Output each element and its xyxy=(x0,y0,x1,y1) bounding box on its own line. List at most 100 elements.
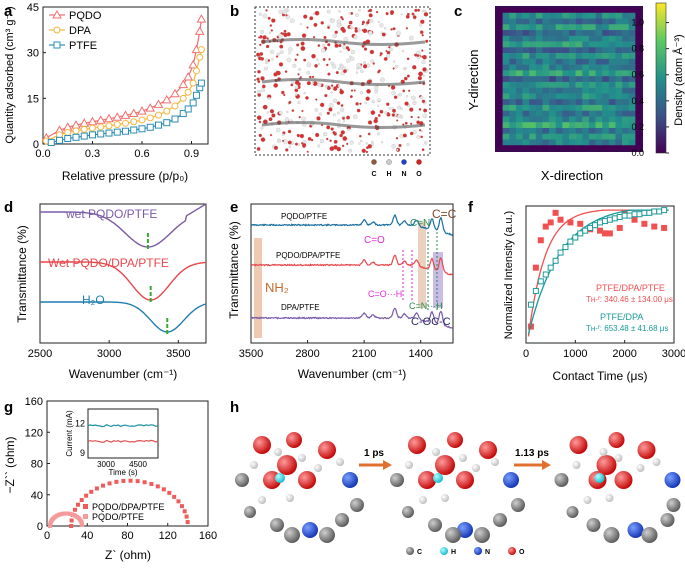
atom xyxy=(328,58,331,61)
atom xyxy=(267,16,271,20)
heatmap-cell xyxy=(509,70,517,77)
heatmap-cell xyxy=(569,116,576,123)
atom xyxy=(265,9,268,12)
atom xyxy=(291,109,295,112)
atom xyxy=(317,44,321,47)
heatmap-cell xyxy=(608,18,616,25)
heatmap-cell xyxy=(502,122,510,129)
atom xyxy=(323,35,327,40)
inset-y-tick-label: 9 xyxy=(80,448,85,458)
heatmap-cell xyxy=(549,116,557,123)
heatmap-cell xyxy=(575,47,583,54)
heatmap-cell xyxy=(595,99,603,106)
heatmap-cell xyxy=(562,76,570,83)
heatmap-cell xyxy=(542,116,550,123)
atom xyxy=(299,133,305,139)
atom xyxy=(627,522,644,538)
atom xyxy=(277,138,281,142)
heatmap-cell xyxy=(535,12,543,19)
atom xyxy=(391,107,394,110)
heatmap-cell xyxy=(502,139,510,146)
atom xyxy=(421,34,424,37)
heatmap-cell xyxy=(595,122,603,129)
data-point xyxy=(146,114,154,122)
heatmap-cell xyxy=(549,139,557,146)
atom xyxy=(410,122,413,125)
atom xyxy=(366,88,371,94)
data-point xyxy=(196,14,207,23)
heatmap-cell xyxy=(582,127,590,135)
atom xyxy=(355,102,359,106)
atom xyxy=(391,144,396,149)
data-point xyxy=(97,123,105,131)
atom xyxy=(641,527,658,543)
atom xyxy=(374,89,379,94)
heatmap-cell xyxy=(595,47,603,54)
atom xyxy=(419,96,424,100)
atom xyxy=(376,104,380,107)
data-point xyxy=(537,237,544,244)
heatmap-cell xyxy=(575,12,583,19)
panel-label-a: a xyxy=(4,3,13,20)
atom xyxy=(390,28,393,31)
atom xyxy=(271,57,274,61)
heatmap-cell xyxy=(635,47,643,54)
atom xyxy=(397,114,402,119)
heatmap-cell xyxy=(562,35,570,42)
data-point xyxy=(75,502,80,507)
atom xyxy=(319,102,325,108)
panel-h-snapshots: 1 ps 1.13 ps C H N O xyxy=(235,432,681,556)
panel-a-ylabel: Quantity adsorbed (cm³ g⁻¹) xyxy=(4,6,16,143)
legend-atom-c xyxy=(371,159,377,165)
legend-atom-label: N xyxy=(401,171,406,178)
heatmap-cell xyxy=(549,70,557,77)
colorbar-tick-label: 0.2 xyxy=(631,122,644,132)
atom xyxy=(302,522,318,538)
legend-marker xyxy=(53,26,61,34)
atom xyxy=(335,71,339,75)
heatmap-cell xyxy=(529,76,537,83)
heatmap-cell xyxy=(575,41,583,48)
legend-atom-label: N xyxy=(485,549,490,556)
heatmap-cell xyxy=(555,116,563,123)
heatmap-cell xyxy=(515,116,523,123)
heatmap-cell xyxy=(535,99,543,106)
heatmap-cell xyxy=(588,41,596,48)
atom xyxy=(339,107,345,112)
y-tick-label: 30 xyxy=(27,48,39,60)
atom xyxy=(260,76,265,81)
atom xyxy=(290,83,294,87)
heatmap-cell xyxy=(622,76,630,83)
heatmap-cell xyxy=(542,58,550,65)
data-point xyxy=(567,238,574,245)
heatmap-cell xyxy=(608,70,616,77)
heatmap-cell xyxy=(515,12,523,19)
legend-atom-label: O xyxy=(519,549,525,556)
heatmap-cell xyxy=(535,81,543,88)
heatmap-cell xyxy=(569,122,576,129)
atom xyxy=(569,436,588,454)
atom xyxy=(257,93,262,97)
heatmap-cell xyxy=(529,87,537,94)
atom xyxy=(472,464,480,472)
heatmap-cell xyxy=(529,35,537,42)
data-point xyxy=(80,125,88,133)
heatmap-cell xyxy=(588,139,596,146)
inset-x-tick-label: 3000 xyxy=(97,460,115,469)
atom xyxy=(302,143,307,148)
atom xyxy=(383,27,387,30)
heatmap-cell xyxy=(595,93,603,100)
heatmap-cell xyxy=(602,87,610,94)
atom xyxy=(397,105,401,110)
atom xyxy=(296,53,299,56)
atom xyxy=(313,22,318,27)
heatmap-cell xyxy=(588,12,596,19)
atom xyxy=(346,58,351,63)
heatmap-cell xyxy=(582,18,590,25)
atom xyxy=(417,76,423,81)
atom xyxy=(258,12,262,16)
heatmap-cell xyxy=(615,99,623,106)
heatmap-cell xyxy=(522,122,530,129)
atom xyxy=(554,473,569,487)
heatmap-cell xyxy=(602,70,610,77)
